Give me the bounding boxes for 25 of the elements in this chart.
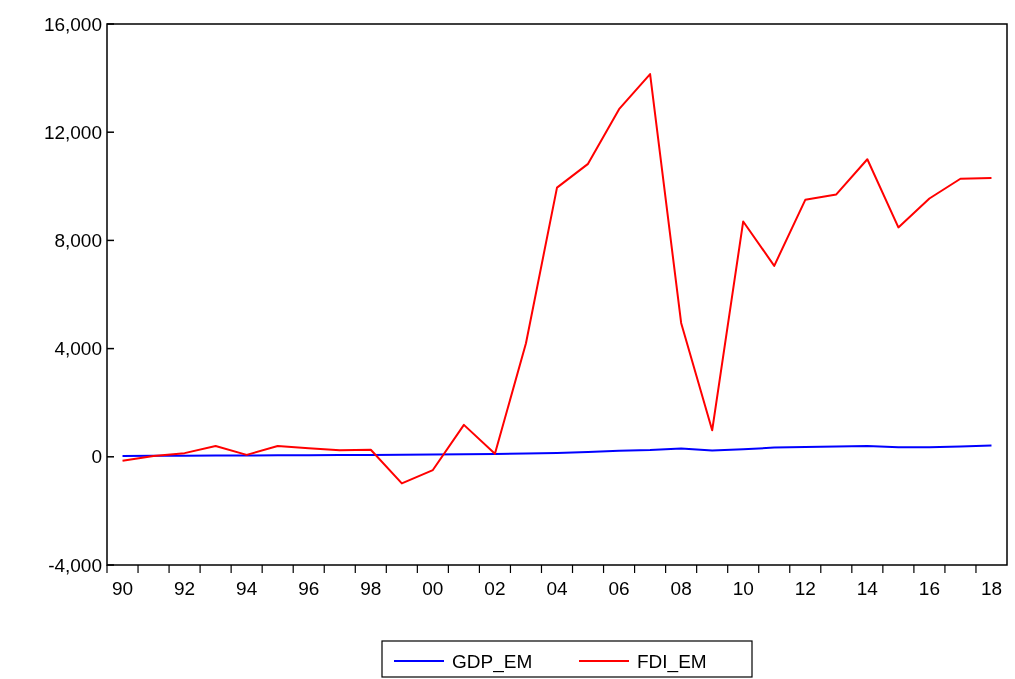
x-tick-label: 00 (422, 578, 444, 599)
x-tick-label: 02 (484, 578, 506, 599)
x-tick-label: 06 (608, 578, 630, 599)
legend-label: FDI_EM (637, 650, 707, 673)
y-tick-label: 16,000 (43, 13, 102, 35)
x-tick-label: 10 (732, 578, 754, 599)
y-tick-label: 0 (91, 446, 102, 468)
x-tick-label: 98 (360, 578, 382, 599)
x-tick-label: 14 (856, 578, 879, 599)
x-tick-label: 12 (794, 578, 816, 599)
x-tick-label: 96 (298, 578, 320, 599)
y-tick-label: 4,000 (54, 338, 102, 360)
x-tick-label: 90 (111, 578, 134, 599)
x-tick-label: 16 (918, 578, 940, 599)
y-tick-label: -4,000 (48, 554, 102, 576)
x-tick-label: 18 (980, 578, 1003, 599)
x-tick-label: 92 (174, 578, 196, 599)
y-tick-label: 12,000 (43, 121, 102, 143)
line-series (121, 73, 993, 485)
y-tick-label: 8,000 (54, 230, 102, 252)
x-tick-label: 08 (670, 578, 692, 599)
x-tick-label: 94 (236, 578, 258, 599)
x-tick-label: 04 (546, 578, 568, 599)
line-series (121, 444, 993, 457)
legend-label: GDP_EM (452, 650, 533, 673)
